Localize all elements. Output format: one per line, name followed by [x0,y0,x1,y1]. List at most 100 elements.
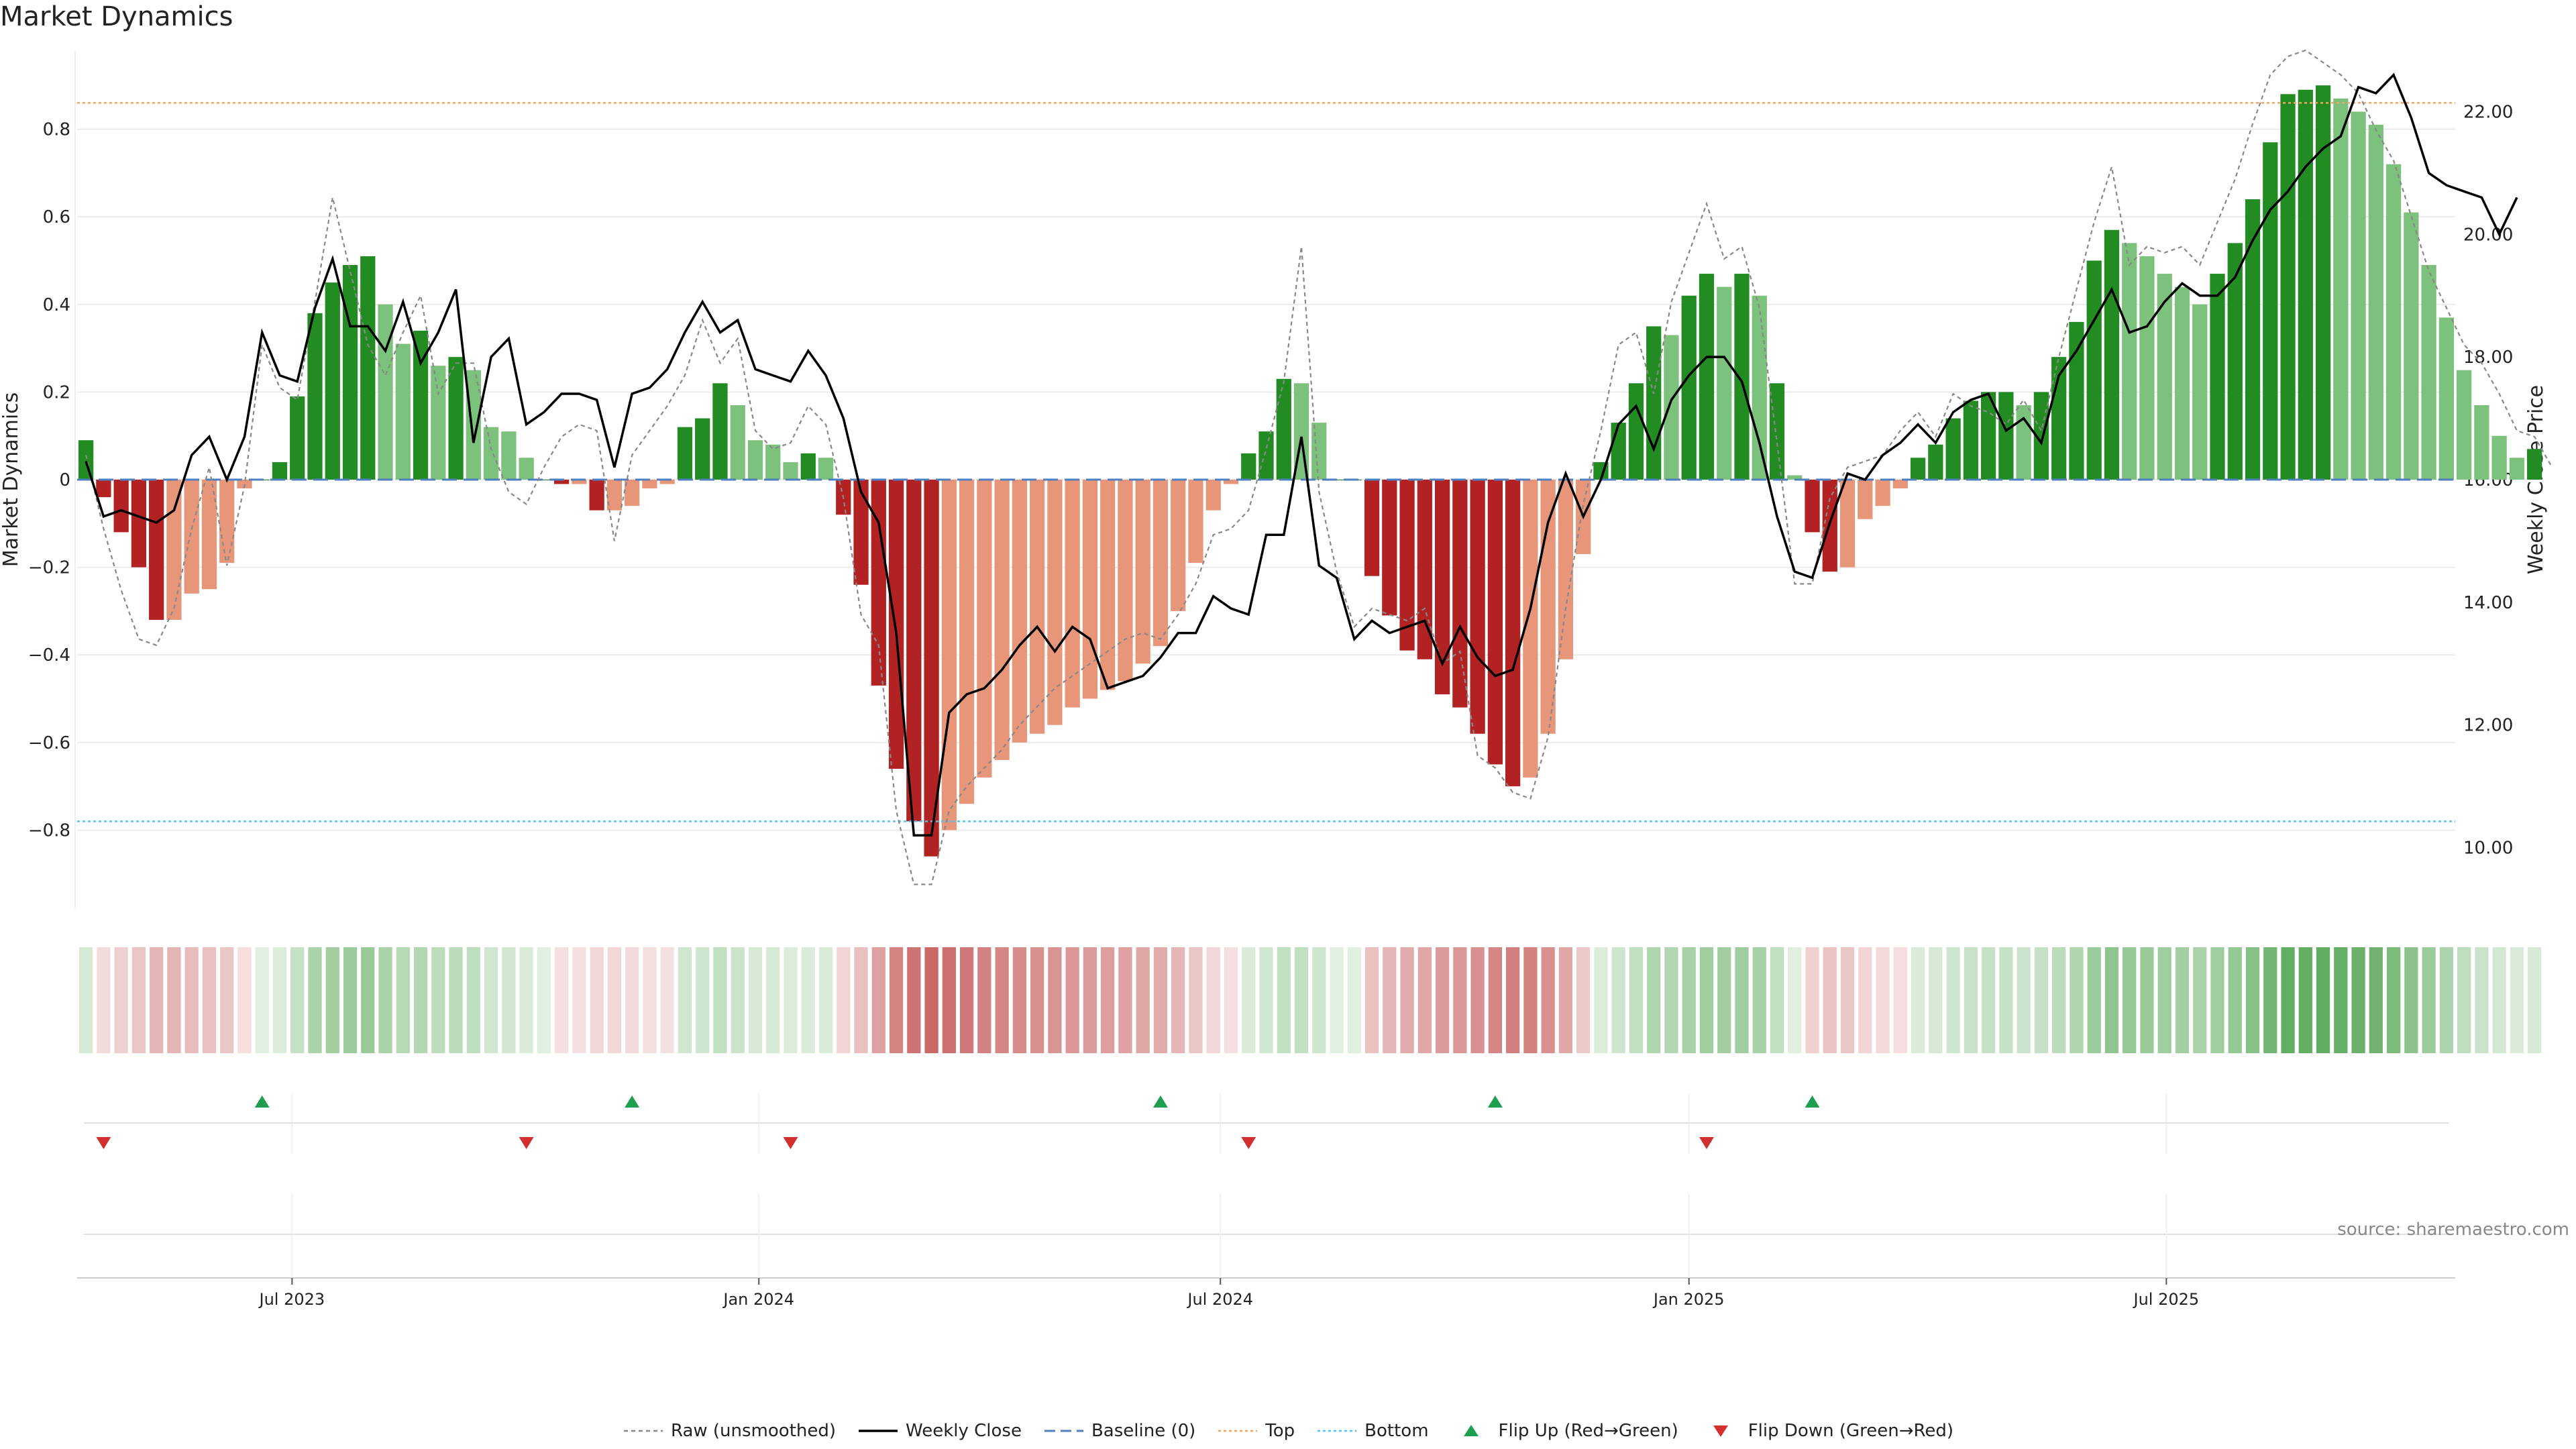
heat-cell [290,947,305,1053]
bar [695,418,710,480]
bar [1100,480,1116,690]
bar [1135,480,1150,664]
bar [1805,480,1820,533]
heat-cell [1735,947,1749,1053]
bar [1611,423,1626,480]
heat-cell [2334,947,2348,1053]
heat-cell [1083,947,1097,1053]
heat-cell [1911,947,1925,1053]
heat-cell [2316,947,2330,1053]
heat-cell [1488,947,1502,1053]
heat-cell [1876,947,1890,1053]
heat-cell [2157,947,2171,1053]
heat-cell [1383,947,1397,1053]
bar [1734,274,1750,480]
bar [1998,392,2014,480]
heat-cell [2298,947,2312,1053]
heat-cell [2475,947,2489,1053]
flip-down-marker [96,1137,111,1149]
bar [1417,480,1432,659]
bar [2245,199,2261,480]
bar [431,366,446,480]
bar [237,480,252,489]
bar [1681,295,1697,480]
legend-item: Bottom [1316,1421,1429,1441]
bar [888,480,904,769]
heat-cell [1330,947,1344,1053]
heat-cell [343,947,358,1053]
bar [572,480,587,484]
heat-cell [502,947,516,1053]
heat-cell [2281,947,2295,1053]
bar [2086,260,2102,480]
heat-cell [2263,947,2277,1053]
bar [2157,274,2172,480]
bar [906,480,922,822]
heat-cell [1523,947,1538,1053]
bar [96,480,111,498]
legend-symbol [859,1430,898,1432]
heat-cell [184,947,199,1053]
heat-cell [2245,947,2260,1053]
heat-cell [607,947,622,1053]
legend-symbol [1318,1430,1357,1432]
bar [78,440,94,480]
heat-cell [1118,947,1132,1053]
heat-cell [2510,947,2524,1053]
heat-cell [1312,947,1326,1053]
heat-cell [449,947,463,1053]
legend-label: Raw (unsmoothed) [670,1421,837,1441]
bar [1152,480,1169,647]
bar [1646,326,1662,480]
bar [994,480,1010,760]
bar [1118,480,1133,682]
y-tick-label-left: −0.4 [28,645,70,665]
heat-cell [1347,947,1361,1053]
bar [1205,480,1221,511]
legend-label: Flip Up (Red→Green) [1498,1421,1678,1441]
heat-cell [361,947,375,1053]
bar [2421,265,2436,480]
heat-cell [1893,947,1907,1053]
bar [1928,444,1943,480]
heat-cell [2351,947,2365,1053]
bar [941,480,957,830]
legend-item: Baseline (0) [1043,1421,1195,1441]
flip-up-marker [254,1095,270,1108]
bar [342,265,358,480]
heat-cell [1682,947,1696,1053]
y-tick-label-left: 0.2 [43,382,70,402]
bar [2368,125,2383,480]
heat-cell [484,947,498,1053]
flip-up-marker [1487,1095,1503,1108]
bar [2298,89,2313,480]
flip-down-marker [783,1137,798,1149]
heat-cell [2034,947,2049,1053]
flip-down-marker [519,1137,534,1149]
heat-cell [431,947,445,1053]
bar [1839,480,1856,568]
y-tick-label-left: −0.8 [28,820,70,841]
heat-cell [2017,947,2031,1053]
flip-down-marker [1699,1137,1714,1149]
flip-up-marker [1805,1095,1820,1108]
weekly-close-line [85,72,2518,837]
legend-symbol [1044,1430,1083,1432]
bar [448,357,464,480]
bar [1910,458,1926,480]
bar [2227,243,2243,480]
bar [2385,164,2402,480]
bar [201,480,217,590]
heat-cell [942,947,956,1053]
bar [483,427,499,480]
heat-cell [1065,947,1079,1053]
heat-cell [308,947,322,1053]
bar [1311,423,1327,480]
bar [765,444,781,480]
bar [1875,480,1890,506]
heat-cell [625,947,639,1053]
heat-cell [907,947,921,1053]
bar [149,480,164,620]
y-tick-label-right: 20.00 [2463,225,2513,245]
heat-cell [1629,947,1644,1053]
